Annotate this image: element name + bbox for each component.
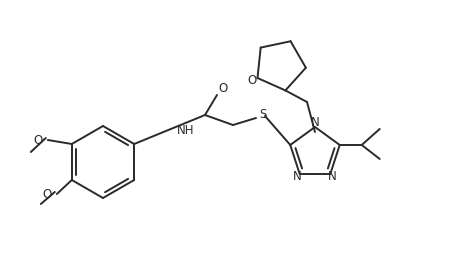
Text: O: O <box>34 133 43 146</box>
Text: N: N <box>311 116 319 130</box>
Text: N: N <box>294 170 302 182</box>
Text: O: O <box>43 188 52 200</box>
Text: NH: NH <box>177 124 194 137</box>
Text: O: O <box>218 81 227 95</box>
Text: O: O <box>247 74 256 87</box>
Text: S: S <box>259 108 267 122</box>
Text: N: N <box>328 170 337 182</box>
